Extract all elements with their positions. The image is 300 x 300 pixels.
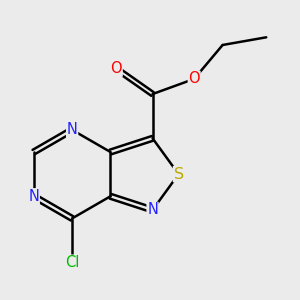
Text: N: N [147, 202, 158, 217]
Text: N: N [67, 122, 78, 137]
Text: O: O [110, 61, 122, 76]
Text: Cl: Cl [65, 255, 79, 270]
Text: S: S [173, 167, 184, 182]
Text: N: N [28, 189, 39, 204]
Text: O: O [188, 71, 200, 86]
